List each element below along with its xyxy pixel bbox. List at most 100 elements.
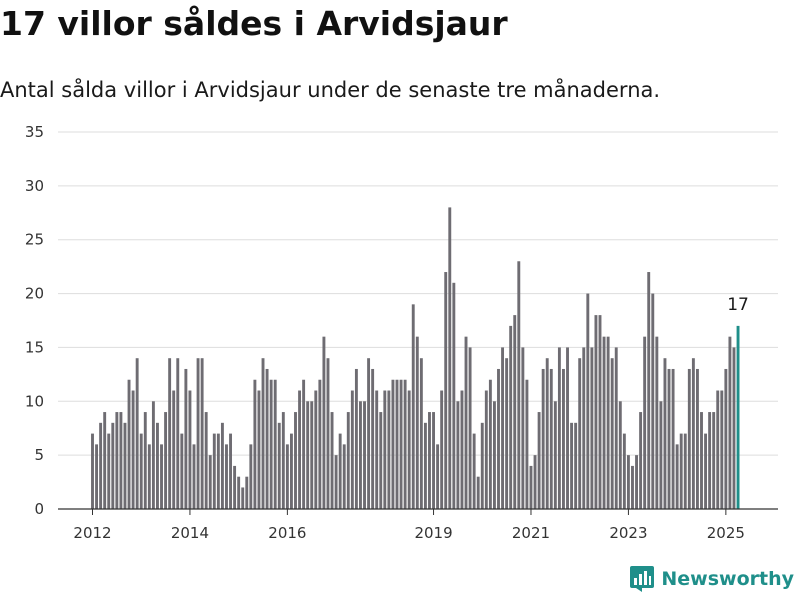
bar (655, 336, 659, 509)
bar (395, 379, 399, 509)
brand-name: Newsworthy (661, 568, 794, 590)
bar (700, 412, 703, 509)
bar (249, 444, 253, 509)
bar (200, 358, 204, 509)
bar (184, 368, 188, 509)
bar (322, 336, 326, 509)
bar (298, 390, 302, 509)
bar (257, 390, 261, 509)
bar (513, 315, 517, 509)
bar (330, 412, 334, 509)
y-tick-label: 0 (34, 500, 44, 518)
bar (407, 390, 411, 509)
bar (237, 476, 241, 509)
bar (342, 444, 346, 509)
chart-subtitle: Antal sålda villor i Arvidsjaur under de… (0, 78, 661, 102)
bar (216, 433, 220, 509)
bar (484, 390, 488, 509)
bar (111, 422, 115, 509)
bar (285, 444, 289, 509)
highlight-bar (736, 325, 740, 509)
bar (708, 412, 712, 509)
bar (631, 465, 634, 509)
bar (643, 336, 647, 509)
bar (663, 358, 667, 509)
bar (732, 347, 736, 509)
bar (472, 433, 476, 509)
bar (460, 390, 464, 509)
bar (639, 412, 643, 509)
bar (476, 476, 480, 509)
bar (464, 336, 468, 509)
bar (578, 358, 582, 509)
bar (176, 358, 180, 509)
bar (695, 368, 699, 509)
bar (334, 455, 338, 509)
bar (310, 401, 314, 509)
bar (659, 401, 663, 509)
x-tick-label: 2016 (268, 524, 306, 542)
bar (647, 272, 651, 509)
bar (350, 390, 354, 509)
bar (318, 379, 322, 509)
bar (704, 433, 708, 509)
bar (492, 401, 496, 509)
bar (269, 379, 273, 509)
bar (371, 368, 375, 509)
bar (383, 390, 387, 509)
bar (720, 390, 724, 509)
bar (188, 390, 192, 509)
bar (253, 379, 257, 509)
bar (192, 444, 196, 509)
bar (289, 433, 293, 509)
bar (432, 412, 435, 509)
bar (204, 412, 208, 509)
bar (326, 358, 330, 509)
bar (635, 455, 638, 509)
y-tick-label: 25 (25, 231, 44, 249)
bar (139, 433, 143, 509)
bar (233, 465, 237, 509)
bar (553, 401, 557, 509)
bar (107, 433, 111, 509)
bar (712, 412, 716, 509)
bar (379, 412, 383, 509)
bar (728, 336, 732, 509)
bar (598, 315, 602, 509)
bar (375, 390, 379, 509)
bar (509, 325, 513, 509)
bar (566, 347, 569, 509)
bar (294, 412, 297, 509)
bar (359, 401, 362, 509)
bar (590, 347, 594, 509)
bar (622, 433, 626, 509)
bar (541, 368, 545, 509)
bar (273, 379, 277, 509)
y-tick-label: 30 (25, 177, 44, 195)
bar (346, 412, 350, 509)
bar (671, 368, 675, 509)
bar (667, 368, 671, 509)
bar (423, 422, 427, 509)
bar (545, 358, 549, 509)
bar (147, 444, 151, 509)
newsworthy-logo-icon (630, 566, 655, 592)
bar (415, 336, 419, 509)
y-tick-label: 5 (34, 446, 44, 464)
bar (196, 358, 200, 509)
bar (363, 401, 366, 509)
y-tick-label: 20 (25, 285, 44, 303)
bar (448, 207, 452, 509)
bar (95, 444, 99, 509)
bar (127, 379, 131, 509)
bar (594, 315, 598, 509)
bar (602, 336, 606, 509)
bar (606, 336, 610, 509)
bar (586, 293, 590, 509)
bar (537, 412, 541, 509)
bar (452, 282, 456, 509)
bar (614, 347, 618, 509)
bar (488, 379, 492, 509)
bar (687, 368, 691, 509)
